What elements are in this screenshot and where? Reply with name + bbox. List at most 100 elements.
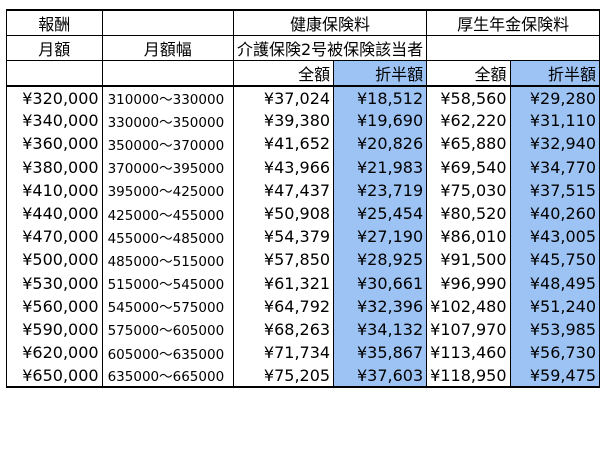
- cell-pension-full: ¥113,460: [426, 341, 511, 365]
- cell-health-full: ¥61,321: [232, 271, 335, 295]
- header-monthly-range: 月額幅: [101, 35, 234, 61]
- cell-monthly-range: 485000～515000: [101, 248, 234, 272]
- header-row-1: 報酬 健康保険料 厚生年金保険料: [6, 9, 600, 36]
- cell-health-full: ¥57,850: [232, 248, 335, 272]
- header-pension-half: 折半額: [509, 60, 600, 87]
- cell-health-half: ¥25,454: [333, 201, 428, 226]
- cell-pension-full: ¥96,990: [426, 271, 511, 295]
- cell-monthly-range: 635000～665000: [101, 364, 234, 389]
- cell-monthly-range: 575000～605000: [101, 317, 234, 342]
- table-row: ¥530,000 515000～545000 ¥61,321 ¥30,661 ¥96,9…: [6, 271, 600, 295]
- cell-health-full: ¥39,380: [232, 109, 335, 133]
- cell-pension-half: ¥48,495: [509, 271, 600, 295]
- cell-monthly-amount: ¥470,000: [6, 225, 103, 249]
- cell-monthly-amount: ¥650,000: [6, 364, 103, 389]
- cell-monthly-range: 515000～545000: [101, 271, 234, 295]
- cell-health-full: ¥64,792: [232, 294, 335, 318]
- cell-pension-half: ¥32,940: [509, 132, 600, 156]
- cell-health-half: ¥21,983: [333, 155, 428, 179]
- cell-pension-half: ¥37,515: [509, 178, 600, 202]
- cell-health-half: ¥32,396: [333, 294, 428, 318]
- table-row: ¥320,000 310000～330000 ¥37,024 ¥18,512 ¥58,5…: [6, 86, 600, 110]
- cell-pension-full: ¥80,520: [426, 201, 511, 226]
- cell-pension-full: ¥69,540: [426, 155, 511, 179]
- cell-monthly-range: 605000～635000: [101, 341, 234, 365]
- cell-monthly-amount: ¥440,000: [6, 201, 103, 226]
- cell-pension-half: ¥53,985: [509, 317, 600, 342]
- cell-health-half: ¥19,690: [333, 109, 428, 133]
- header-nursing-care-note: 介護保険2号被保険該当者: [232, 35, 428, 61]
- table-header: 報酬 健康保険料 厚生年金保険料 月額 月額幅 介護保険2号被保険該当者 全額 …: [6, 9, 600, 87]
- header-row-3: 全額 折半額 全額 折半額: [6, 60, 600, 87]
- header-compensation: 報酬: [6, 9, 103, 36]
- cell-health-full: ¥75,205: [232, 364, 335, 389]
- cell-pension-full: ¥91,500: [426, 248, 511, 272]
- table-row: ¥380,000 370000～395000 ¥43,966 ¥21,983 ¥69,5…: [6, 155, 600, 179]
- cell-health-half: ¥23,719: [333, 178, 428, 202]
- cell-health-full: ¥71,734: [232, 341, 335, 365]
- insurance-premium-table-container: 報酬 健康保険料 厚生年金保険料 月額 月額幅 介護保険2号被保険該当者 全額 …: [6, 9, 600, 389]
- cell-pension-full: ¥102,480: [426, 294, 511, 318]
- cell-pension-half: ¥34,770: [509, 155, 600, 179]
- table-body: ¥320,000 310000～330000 ¥37,024 ¥18,512 ¥58,5…: [6, 86, 600, 389]
- cell-monthly-amount: ¥340,000: [6, 109, 103, 133]
- cell-monthly-amount: ¥500,000: [6, 248, 103, 272]
- cell-health-full: ¥68,263: [232, 317, 335, 342]
- table-row: ¥360,000 350000～370000 ¥41,652 ¥20,826 ¥65,8…: [6, 132, 600, 156]
- cell-pension-full: ¥58,560: [426, 86, 511, 110]
- cell-pension-half: ¥43,005: [509, 225, 600, 249]
- table-row: ¥560,000 545000～575000 ¥64,792 ¥32,396 ¥102,…: [6, 294, 600, 318]
- cell-monthly-range: 370000～395000: [101, 155, 234, 179]
- cell-health-half: ¥35,867: [333, 341, 428, 365]
- cell-pension-half: ¥51,240: [509, 294, 600, 318]
- cell-pension-half: ¥56,730: [509, 341, 600, 365]
- cell-monthly-amount: ¥560,000: [6, 294, 103, 318]
- table-row: ¥590,000 575000～605000 ¥68,263 ¥34,132 ¥107,…: [6, 317, 600, 342]
- cell-pension-half: ¥31,110: [509, 109, 600, 133]
- cell-monthly-range: 330000～350000: [101, 109, 234, 133]
- header-pension-full: 全額: [426, 60, 511, 87]
- cell-monthly-range: 395000～425000: [101, 178, 234, 202]
- insurance-premium-table: 報酬 健康保険料 厚生年金保険料 月額 月額幅 介護保険2号被保険該当者 全額 …: [6, 9, 600, 389]
- cell-health-half: ¥18,512: [333, 86, 428, 110]
- cell-pension-full: ¥62,220: [426, 109, 511, 133]
- cell-health-full: ¥47,437: [232, 178, 335, 202]
- cell-monthly-amount: ¥530,000: [6, 271, 103, 295]
- cell-pension-full: ¥86,010: [426, 225, 511, 249]
- cell-pension-full: ¥65,880: [426, 132, 511, 156]
- table-row: ¥650,000 635000～665000 ¥75,205 ¥37,603 ¥118,…: [6, 364, 600, 389]
- table-row: ¥470,000 455000～485000 ¥54,379 ¥27,190 ¥86,0…: [6, 225, 600, 249]
- cell-monthly-range: 310000～330000: [101, 86, 234, 110]
- header-monthly-amount: 月額: [6, 35, 103, 61]
- cell-health-full: ¥41,652: [232, 132, 335, 156]
- header-empty-cell: [101, 9, 234, 36]
- cell-health-half: ¥28,925: [333, 248, 428, 272]
- header-health-full: 全額: [232, 60, 335, 87]
- cell-pension-full: ¥75,030: [426, 178, 511, 202]
- header-row-2: 月額 月額幅 介護保険2号被保険該当者: [6, 35, 600, 61]
- cell-monthly-amount: ¥590,000: [6, 317, 103, 342]
- header-empty-cell: [101, 60, 234, 87]
- cell-health-half: ¥27,190: [333, 225, 428, 249]
- cell-monthly-range: 545000～575000: [101, 294, 234, 318]
- cell-pension-half: ¥40,260: [509, 201, 600, 226]
- cell-monthly-amount: ¥320,000: [6, 86, 103, 110]
- cell-monthly-amount: ¥360,000: [6, 132, 103, 156]
- cell-monthly-range: 425000～455000: [101, 201, 234, 226]
- cell-health-half: ¥37,603: [333, 364, 428, 389]
- cell-health-half: ¥34,132: [333, 317, 428, 342]
- cell-monthly-amount: ¥380,000: [6, 155, 103, 179]
- table-row: ¥500,000 485000～515000 ¥57,850 ¥28,925 ¥91,5…: [6, 248, 600, 272]
- header-health-half: 折半額: [333, 60, 428, 87]
- header-pension-insurance: 厚生年金保険料: [426, 9, 600, 36]
- cell-health-full: ¥37,024: [232, 86, 335, 110]
- cell-monthly-amount: ¥620,000: [6, 341, 103, 365]
- cell-pension-half: ¥45,750: [509, 248, 600, 272]
- cell-pension-full: ¥107,970: [426, 317, 511, 342]
- cell-health-half: ¥30,661: [333, 271, 428, 295]
- cell-pension-half: ¥59,475: [509, 364, 600, 389]
- table-row: ¥620,000 605000～635000 ¥71,734 ¥35,867 ¥113,…: [6, 341, 600, 365]
- cell-monthly-amount: ¥410,000: [6, 178, 103, 202]
- cell-pension-full: ¥118,950: [426, 364, 511, 389]
- cell-monthly-range: 455000～485000: [101, 225, 234, 249]
